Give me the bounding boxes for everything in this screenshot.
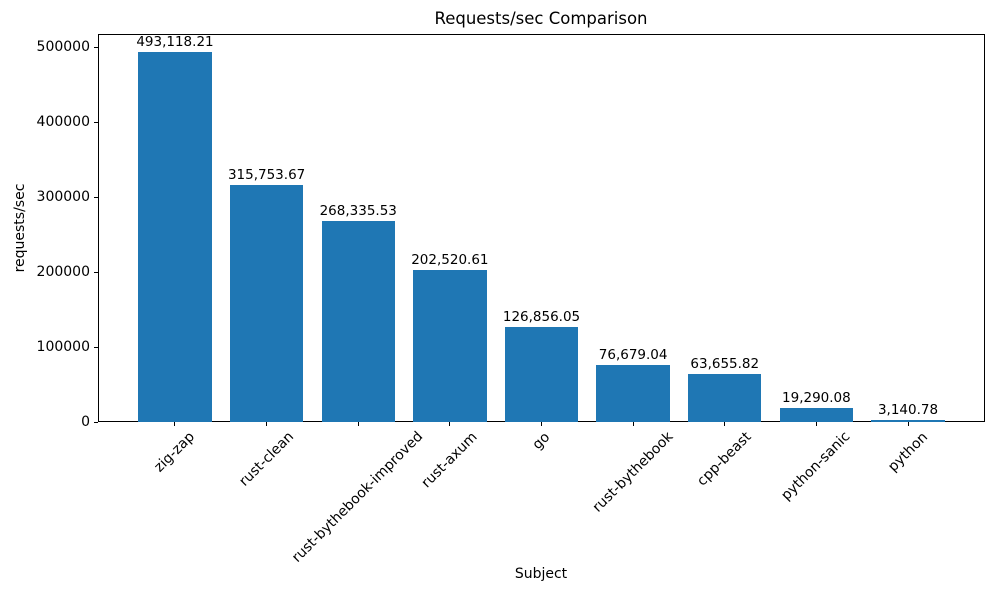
x-axis-tick (541, 422, 542, 426)
x-axis-tick (174, 422, 176, 426)
bar-zig-zap (138, 52, 212, 422)
chart-title: Requests/sec Comparison (434, 9, 648, 28)
bar-value-label: 315,753.67 (227, 167, 306, 184)
y-tick-label: 500000 (36, 39, 90, 56)
y-tick-label: 400000 (36, 114, 90, 131)
x-axis-tick (907, 422, 909, 426)
x-axis-label: Subject (514, 566, 568, 582)
x-tick-label: zig-zap (151, 428, 198, 476)
y-axis-tick (94, 271, 98, 273)
x-tick-label: python (884, 428, 931, 475)
x-axis-tick (357, 422, 359, 426)
bar-value-label: 19,290.08 (782, 389, 851, 406)
y-tick-label: 300000 (36, 189, 90, 206)
x-tick-label: rust-bythebook-improved (289, 428, 427, 567)
x-tick-label: rust-bythebook (589, 429, 677, 516)
y-axis-tick (94, 346, 98, 348)
x-tick-label: rust-clean (235, 428, 297, 490)
y-axis-tick (94, 46, 98, 48)
bar-rust-bythebook (596, 364, 670, 422)
y-axis-label: requests/sec (12, 183, 28, 273)
bar-go (504, 326, 579, 422)
bar-python-sanic (779, 407, 854, 422)
x-tick-label: go (529, 428, 554, 453)
y-tick-label: 0 (81, 414, 90, 430)
x-axis-tick (815, 422, 817, 426)
x-axis-tick (449, 422, 451, 426)
x-axis-tick (266, 422, 268, 426)
y-tick-label: 100000 (36, 339, 90, 356)
y-axis-tick (94, 196, 98, 198)
bar-rust-clean (229, 185, 304, 422)
bar-python (871, 419, 945, 422)
x-axis-tick (724, 422, 726, 426)
bar-value-label: 493,118.21 (136, 34, 214, 51)
y-axis-tick (94, 421, 98, 423)
bar-value-label: 63,655.82 (690, 356, 760, 373)
bar-value-label: 76,679.04 (598, 346, 668, 363)
x-tick-label: rust-axum (418, 429, 481, 492)
y-tick-label: 200000 (36, 264, 90, 281)
y-axis-tick (94, 121, 98, 123)
bar-rust-axum (413, 270, 487, 422)
bar-rust-bythebook-improved (321, 220, 395, 422)
x-tick-label: python-sanic (778, 428, 854, 505)
bar-cpp-beast (688, 374, 762, 422)
bar-value-label: 268,335.53 (319, 202, 397, 219)
x-tick-label: cpp-beast (694, 428, 755, 490)
x-axis-tick (632, 422, 634, 426)
bar-value-label: 126,856.05 (502, 308, 581, 325)
bar-value-label: 202,520.61 (411, 252, 489, 269)
bar-value-label: 3,140.78 (877, 401, 939, 418)
